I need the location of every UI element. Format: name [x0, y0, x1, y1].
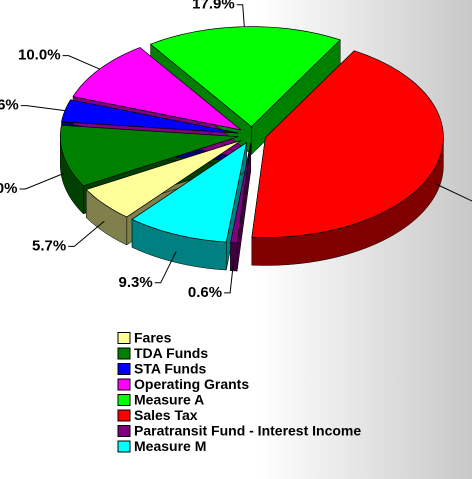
pie-tops — [59, 26, 444, 244]
slice — [72, 47, 242, 131]
value-label: 10.0% — [18, 47, 61, 64]
leader-line — [154, 251, 177, 284]
value-label: 5.7% — [32, 237, 66, 254]
value-label: 0.6% — [188, 284, 222, 301]
legend-label: Paratransit Fund - Interest Income — [134, 423, 361, 439]
leader-line — [236, 4, 245, 27]
legend-swatch — [117, 378, 131, 391]
slice — [59, 124, 239, 187]
legend-label: Operating Grants — [134, 376, 249, 392]
leader-line — [435, 183, 472, 202]
slice — [230, 143, 252, 244]
legend-label: STA Funds — [134, 361, 207, 377]
legend-swatch — [117, 332, 131, 344]
slice-side — [230, 242, 238, 272]
leader-line — [20, 105, 65, 112]
legend-swatch — [117, 425, 131, 437]
slice — [251, 50, 444, 238]
legend-label: Measure M — [134, 438, 206, 454]
legend-swatch — [117, 347, 131, 360]
legend-swatch — [117, 409, 131, 422]
value-label: 17.9% — [192, 0, 235, 13]
slice — [85, 140, 242, 218]
legend-swatch — [117, 363, 131, 375]
value-label: 10.0% — [0, 180, 17, 197]
leader-line — [224, 259, 235, 294]
value-label: 3.6% — [0, 97, 19, 114]
legend-label: Sales Tax — [134, 407, 198, 423]
legend-swatch — [117, 440, 131, 453]
leader-line — [19, 172, 65, 190]
legend-label: Fares — [134, 330, 172, 346]
leader-line — [62, 55, 100, 70]
legend-swatch — [117, 394, 131, 406]
slice — [131, 141, 247, 243]
legend-label: TDA Funds — [134, 345, 208, 361]
value-label: 9.3% — [119, 274, 153, 291]
value-labels: 5.7%10.0%3.6%10.0%17.9%42.9%0.6%9.3% — [0, 0, 472, 301]
legend-label: Measure A — [134, 392, 204, 408]
leader-line — [68, 220, 105, 247]
